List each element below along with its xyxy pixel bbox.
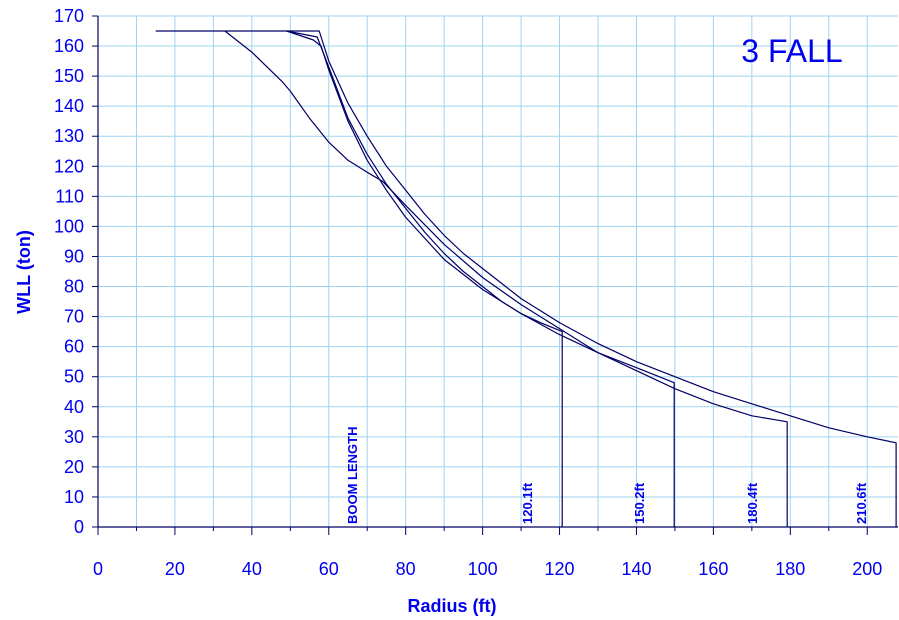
x-tick-label: 60	[319, 559, 339, 579]
series-label: 150.2ft	[632, 482, 647, 524]
y-tick-label: 150	[54, 66, 84, 86]
y-tick-label: 40	[64, 397, 84, 417]
axes: 0 20 40 60 80 100 120 140 160 180 200 0 10 20 30 40 50 60…	[54, 6, 898, 579]
y-tick-label: 70	[64, 307, 84, 327]
x-tick-label: 0	[93, 559, 103, 579]
y-tick-label: 110	[55, 186, 84, 206]
y-tick-label: 120	[54, 156, 84, 176]
x-tick-label: 40	[242, 559, 262, 579]
x-tick-label: 200	[852, 559, 882, 579]
series-line	[155, 30, 897, 527]
series-label: 210.6ft	[854, 482, 869, 524]
y-axis-title: WLL (ton)	[14, 230, 34, 314]
y-tick-label: 30	[64, 427, 84, 447]
boom-length-label: BOOM LENGTH	[345, 427, 360, 525]
labels: 3 FALL BOOM LENGTH Radius (ft) WLL (ton)	[14, 33, 843, 616]
series-layer: 120.1ft 150.2ft 180.4ft 210.6ft	[155, 30, 897, 527]
y-tick-label: 160	[54, 36, 84, 56]
series-label: 180.4ft	[745, 482, 760, 524]
y-tick-label: 170	[54, 6, 84, 26]
series-line	[224, 30, 788, 527]
x-axis-title: Radius (ft)	[408, 596, 497, 616]
x-tick-label: 120	[545, 559, 575, 579]
y-tick-label: 90	[64, 246, 84, 266]
x-tick-label: 100	[468, 559, 498, 579]
x-tick-label: 20	[165, 559, 185, 579]
y-tick-label: 100	[54, 216, 84, 236]
series-line	[286, 30, 675, 527]
y-tick-label: 50	[64, 367, 84, 387]
y-tick-label: 130	[54, 126, 84, 146]
grid	[98, 15, 898, 527]
y-tick-label: 10	[64, 487, 84, 507]
series-line	[286, 30, 563, 527]
y-tick-label: 140	[54, 96, 84, 116]
y-tick-label: 80	[64, 277, 84, 297]
y-tick-label: 0	[74, 517, 84, 537]
series-label: 120.1ft	[520, 482, 535, 524]
x-tick-label: 80	[396, 559, 416, 579]
x-tick-label: 160	[698, 559, 728, 579]
x-tick-label: 140	[621, 559, 651, 579]
x-tick-label: 180	[775, 559, 805, 579]
y-tick-label: 60	[64, 337, 84, 357]
y-tick-label: 20	[64, 457, 84, 477]
fall-label: 3 FALL	[741, 33, 842, 69]
